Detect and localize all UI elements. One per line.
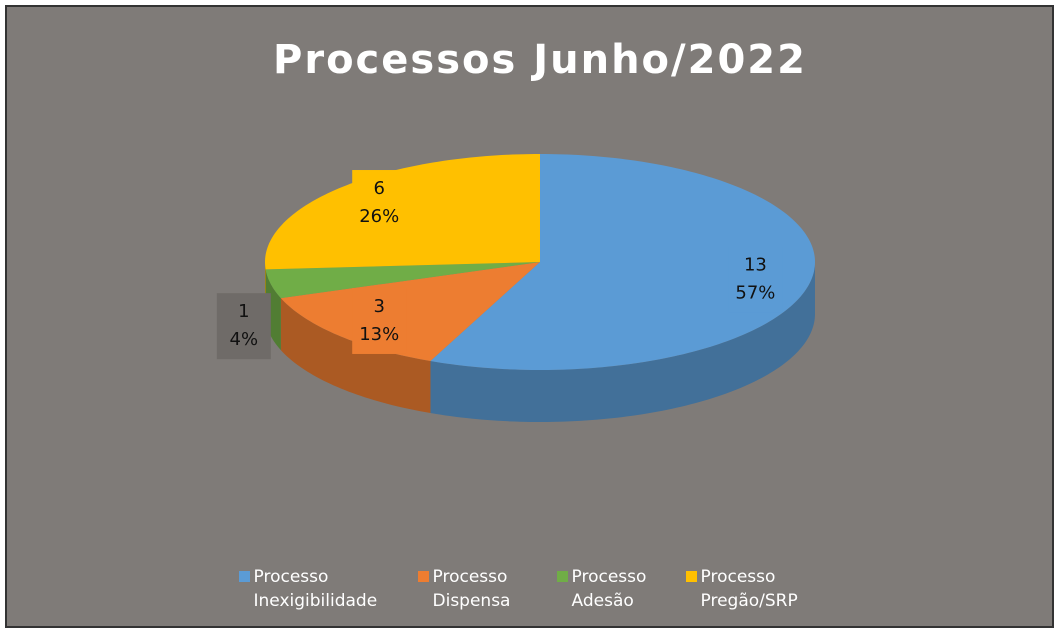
legend-label: Processo Dispensa [432, 567, 511, 611]
data-label-percent: 13% [359, 324, 399, 345]
data-label: 313% [352, 287, 407, 354]
legend-label: Processo Inexigibilidade [253, 567, 378, 611]
legend-label: Processo Pregão/SRP [700, 567, 798, 611]
data-label-box [728, 246, 783, 313]
slice [265, 262, 540, 299]
legend-swatch [556, 571, 568, 582]
legend-swatch [238, 571, 250, 582]
data-label-box [352, 170, 407, 237]
data-label-percent: 57% [735, 283, 775, 304]
slice [430, 154, 815, 370]
data-label-value: 3 [373, 296, 384, 317]
data-label: 14% [216, 293, 271, 360]
chart-title: Processos Junho/2022 [273, 37, 807, 83]
legend-item: Processo Adesão [556, 565, 672, 613]
legend-item: Processo Dispensa [417, 565, 543, 613]
legend-item: Processo Pregão/SRP [685, 565, 821, 613]
slice [280, 262, 540, 362]
data-label-percent: 26% [359, 206, 399, 227]
data-label-box [216, 293, 271, 360]
data-label-value: 1 [238, 301, 249, 322]
slice-side [430, 262, 815, 422]
legend-label: Processo Adesão [571, 567, 647, 611]
data-label-value: 13 [744, 255, 767, 276]
data-label-box [352, 287, 407, 354]
data-label-percent: 4% [230, 329, 259, 350]
legend-swatch [685, 571, 697, 582]
slice-side [280, 298, 431, 414]
legend-item: Processo Inexigibilidade [238, 565, 404, 613]
data-label: 626% [352, 170, 407, 237]
data-label-value: 6 [373, 178, 384, 199]
legend: Processo Inexigibilidade Processo Dispens… [0, 565, 1059, 613]
legend-swatch [417, 571, 429, 582]
